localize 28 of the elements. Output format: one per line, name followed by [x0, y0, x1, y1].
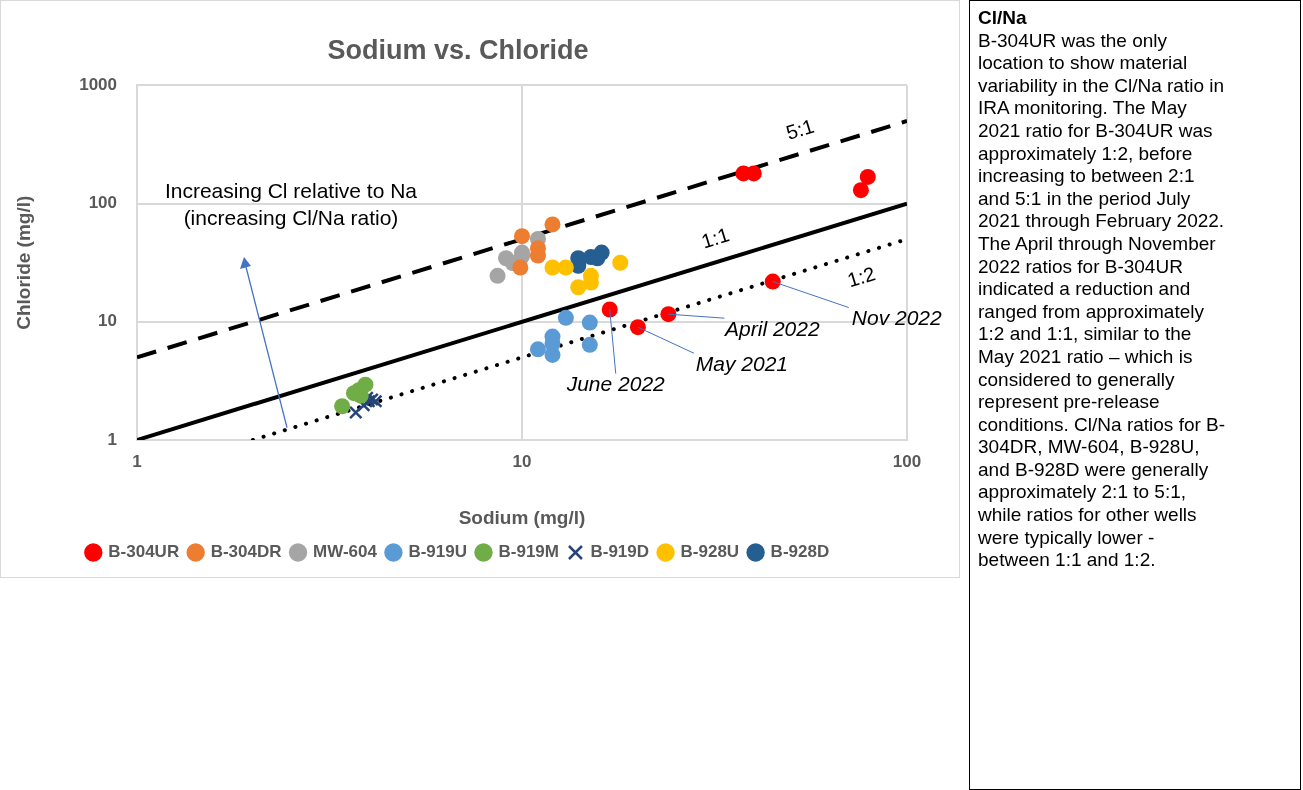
- y-tick-label: 10: [98, 311, 117, 331]
- legend-label: B-919M: [498, 542, 559, 562]
- annotation: June 2022: [565, 372, 666, 396]
- x-axis-title: Sodium (mg/l): [458, 506, 586, 528]
- y-tick-label: 100: [88, 193, 117, 213]
- text: Cl/Na: [978, 7, 1028, 30]
- annotation: April 2022: [723, 317, 820, 341]
- annotation: Increasing Cl relative to Na (increasing Cl/Na ratio): [163, 178, 419, 232]
- legend-label: B-919D: [590, 542, 650, 562]
- text: 1:1: [698, 223, 732, 253]
- annotation: May 2021: [695, 352, 789, 376]
- x-tick-label: 1: [132, 451, 142, 471]
- legend-label: B-928U: [680, 542, 740, 562]
- y-tick-label: 1000: [79, 75, 117, 95]
- y-axis-title: Chloride (mg/l): [12, 195, 34, 330]
- legend-label: B-928D: [770, 542, 830, 562]
- legend-label: B-304DR: [210, 542, 282, 562]
- text: B-304UR was the only location to show material variability in the Cl/Na ratio in IRA monitoring. The May 2021 ratio for B-304UR was approximately 1:2, before increasing to between 2:1 and 5:1 in the period July 2021 through February 2022. The April through November 2022 ratios for B-304UR indicated a reduction and ranged from approximately 1:2 and 1:1, similar to the May 2021 ratio – which is considered to generally represent pre-release conditions. Cl/Na ratios for B-304DR, MW-604, B-928U, and B-928D were generally approximately 2:1 to 5:1, while ratios for other wells were typically lower - between 1:1 and 1:2.: [978, 29, 1226, 571]
- text: 5:1: [783, 114, 817, 144]
- y-tick-label: 1: [107, 429, 117, 449]
- legend-label: MW-604: [313, 542, 378, 562]
- x-tick-label: 100: [892, 451, 922, 471]
- text: 1:2: [844, 262, 878, 292]
- chart-title: Sodium vs. Chloride: [327, 34, 589, 65]
- annotation: Nov 2022: [851, 306, 943, 330]
- legend-label: B-919U: [408, 542, 468, 562]
- x-tick-label: 10: [512, 451, 532, 471]
- legend-label: B-304UR: [108, 542, 180, 562]
